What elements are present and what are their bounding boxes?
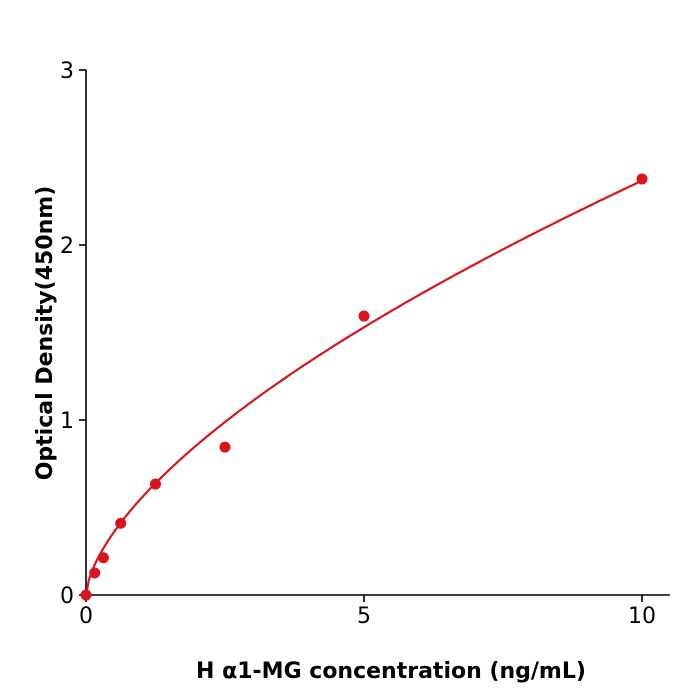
- y-tick-label: 2: [60, 234, 74, 259]
- data-point: [150, 478, 161, 490]
- x-tick-label: 5: [357, 604, 371, 629]
- x-tick-label: 10: [628, 604, 656, 629]
- y-axis-label: Optical Density(450nm): [33, 186, 58, 481]
- y-tick-label: 3: [60, 59, 74, 84]
- data-point: [89, 567, 101, 579]
- data-point: [636, 173, 648, 185]
- data-point: [80, 589, 92, 601]
- fit-curve: [84, 179, 643, 596]
- data-point: [219, 441, 231, 453]
- x-axis-label: H α1-MG concentration (ng/mL): [196, 659, 586, 684]
- x-tick-label: 0: [79, 604, 93, 629]
- data-point: [97, 552, 109, 564]
- y-tick-label: 0: [60, 584, 74, 609]
- y-tick-label: 1: [60, 409, 74, 434]
- data-point: [358, 310, 370, 322]
- data-point: [115, 517, 127, 529]
